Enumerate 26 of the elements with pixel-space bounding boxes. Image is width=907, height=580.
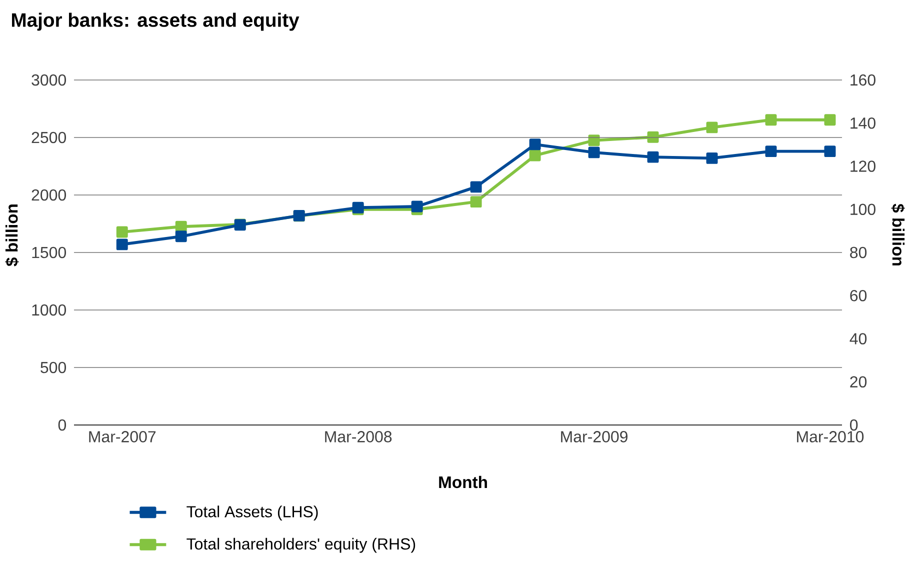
chart-title: Major banks: assets and equity bbox=[12, 12, 300, 31]
y-tick-label: 0 bbox=[58, 419, 66, 431]
legend-label: Total Assets (LHS) bbox=[186, 506, 318, 520]
y2-tick-label: 80 bbox=[850, 246, 867, 258]
x-tick-label: Mar-2009 bbox=[561, 431, 628, 442]
y2-tick-label: 140 bbox=[850, 117, 876, 129]
y2-tick-label: 100 bbox=[850, 204, 876, 216]
legend-label: Total shareholders' equity (RHS) bbox=[186, 538, 416, 553]
y-tick-label: 2000 bbox=[32, 189, 66, 201]
y2-tick-label: 120 bbox=[850, 160, 876, 172]
y2-tick-label: 0 bbox=[850, 419, 858, 431]
y2-axis-title: $ billion bbox=[891, 204, 905, 266]
y2-tick-label: 20 bbox=[850, 376, 867, 388]
y-tick-label: 2500 bbox=[32, 132, 66, 144]
y-tick-label: 1500 bbox=[32, 246, 66, 258]
y2-tick-label: 40 bbox=[850, 333, 867, 344]
y-tick-label: 3000 bbox=[32, 74, 66, 86]
y-tick-label: 500 bbox=[40, 362, 66, 374]
x-tick-label: Mar-2007 bbox=[89, 431, 156, 442]
y-axis-title: $ billion bbox=[5, 204, 19, 266]
x-tick-label: Mar-2008 bbox=[325, 431, 392, 442]
x-tick-label: Mar-2010 bbox=[797, 431, 864, 442]
y2-tick-label: 60 bbox=[850, 290, 867, 302]
y2-tick-label: 160 bbox=[850, 74, 876, 86]
y-tick-label: 1000 bbox=[32, 304, 66, 316]
x-axis-title: Month bbox=[439, 476, 487, 488]
